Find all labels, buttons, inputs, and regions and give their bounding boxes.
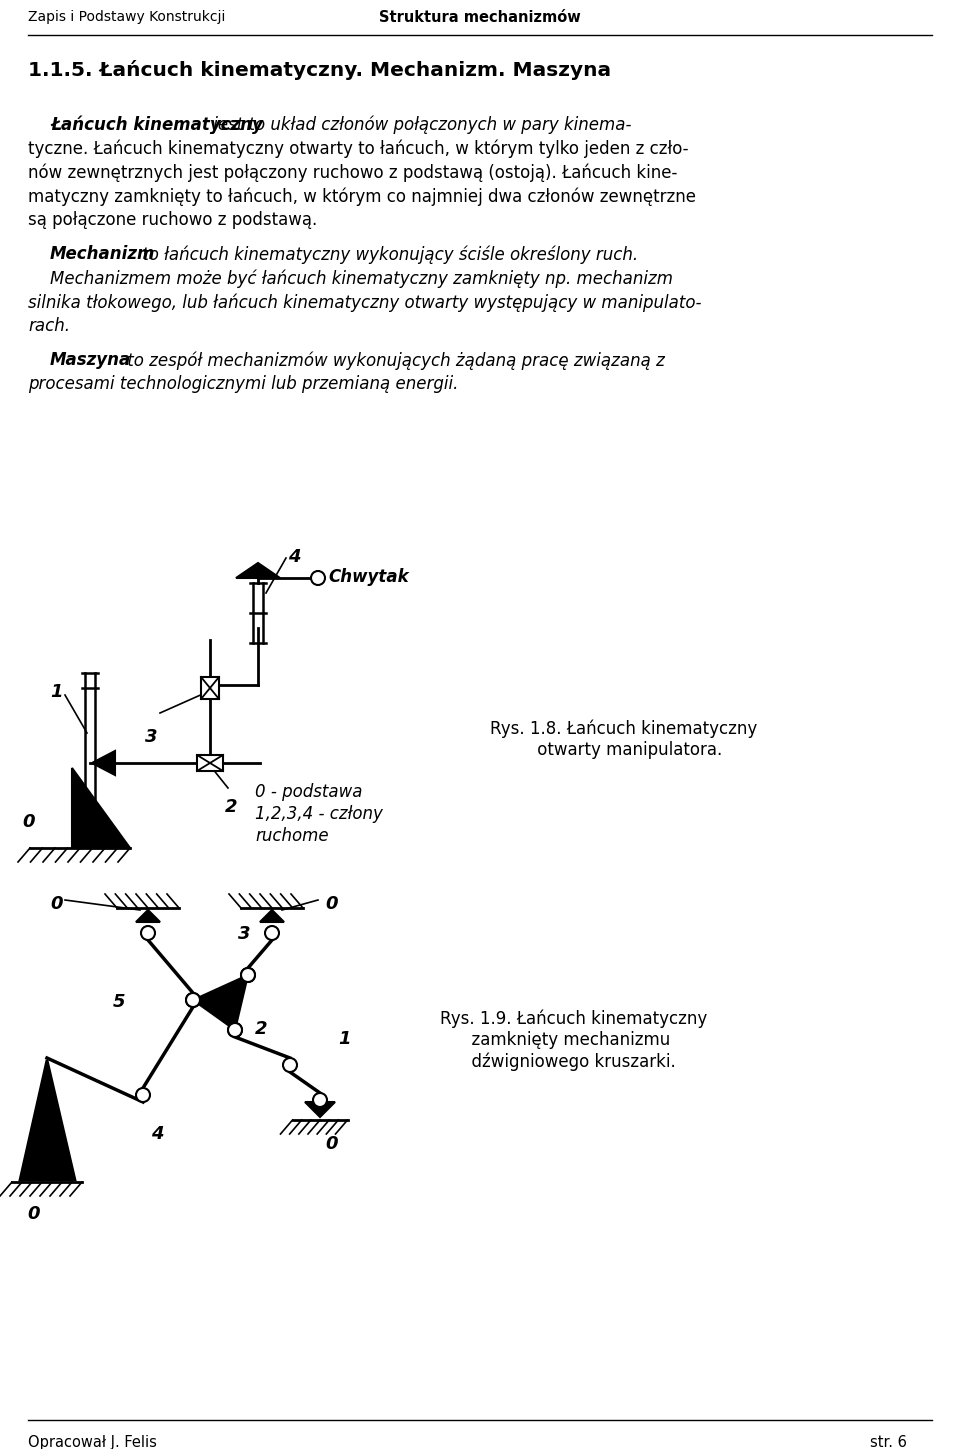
Bar: [201, 677, 219, 698]
Text: Struktura mechanizmów: Struktura mechanizmów: [379, 10, 581, 25]
Text: procesami technologicznymi lub przemianą energii.: procesami technologicznymi lub przemianą…: [28, 375, 458, 393]
Text: Zapis i Podstawy Konstrukcji: Zapis i Podstawy Konstrukcji: [28, 10, 226, 25]
Text: Opracował J. Felis: Opracował J. Felis: [28, 1435, 156, 1449]
Polygon shape: [236, 564, 280, 578]
Text: 2: 2: [255, 1020, 268, 1037]
Text: silnika tłokowego, lub łańcuch kinematyczny otwarty występujący w manipulato-: silnika tłokowego, lub łańcuch kinematyc…: [28, 293, 702, 312]
Text: jest to układ członów połączonych w pary kinema-: jest to układ członów połączonych w pary…: [208, 114, 632, 133]
Text: Rys. 1.9. Łańcuch kinematyczny
      zamknięty mechanizmu
      dźwigniowego kru: Rys. 1.9. Łańcuch kinematyczny zamknięty…: [440, 1010, 708, 1071]
Text: Chwytak: Chwytak: [328, 568, 409, 585]
Text: 0: 0: [27, 1206, 39, 1223]
Text: tyczne. Łańcuch kinematyczny otwarty to łańcuch, w którym tylko jeden z czło-: tyczne. Łańcuch kinematyczny otwarty to …: [28, 139, 688, 158]
Text: 1.1.5. Łańcuch kinematyczny. Mechanizm. Maszyna: 1.1.5. Łańcuch kinematyczny. Mechanizm. …: [28, 59, 612, 80]
Text: 0: 0: [22, 813, 35, 830]
Circle shape: [311, 571, 325, 585]
Polygon shape: [193, 975, 248, 1030]
Circle shape: [136, 1088, 150, 1103]
Text: Rys. 1.8. Łańcuch kinematyczny
         otwarty manipulatora.: Rys. 1.8. Łańcuch kinematyczny otwarty m…: [490, 720, 757, 759]
Text: 3: 3: [145, 727, 157, 746]
Text: 0: 0: [50, 895, 62, 913]
Text: to łańcuch kinematyczny wykonujący ściśle określony ruch.: to łańcuch kinematyczny wykonujący ściśl…: [137, 245, 638, 264]
Text: nów zewnętrznych jest połączony ruchowo z podstawą (ostoją). Łańcuch kine-: nów zewnętrznych jest połączony ruchowo …: [28, 162, 678, 181]
Circle shape: [241, 968, 255, 982]
Text: są połączone ruchowo z podstawą.: są połączone ruchowo z podstawą.: [28, 212, 317, 229]
Circle shape: [241, 968, 255, 982]
Circle shape: [186, 993, 200, 1007]
Text: str. 6: str. 6: [870, 1435, 907, 1449]
Polygon shape: [92, 751, 115, 775]
Circle shape: [265, 926, 279, 940]
Polygon shape: [72, 768, 130, 848]
Text: 1,2,3,4 - człony: 1,2,3,4 - człony: [255, 806, 383, 823]
Polygon shape: [20, 1061, 75, 1179]
Circle shape: [283, 1058, 297, 1072]
Text: 1: 1: [50, 682, 62, 701]
Circle shape: [313, 1093, 327, 1107]
Polygon shape: [136, 910, 160, 922]
Text: 0: 0: [325, 1135, 338, 1153]
Circle shape: [186, 993, 200, 1007]
Text: 2: 2: [225, 798, 237, 816]
Text: rach.: rach.: [28, 317, 70, 335]
Text: 0: 0: [325, 895, 338, 913]
Circle shape: [228, 1023, 242, 1037]
Bar: [197, 755, 223, 771]
Text: 4: 4: [288, 548, 300, 567]
Polygon shape: [305, 1103, 335, 1117]
Text: Łańcuch kinematyczny: Łańcuch kinematyczny: [50, 114, 263, 133]
Circle shape: [141, 926, 155, 940]
Text: 3: 3: [238, 924, 251, 943]
Text: 1: 1: [338, 1030, 350, 1048]
Text: 0 - podstawa: 0 - podstawa: [255, 782, 363, 801]
Circle shape: [228, 1023, 242, 1037]
Text: ruchome: ruchome: [255, 827, 328, 845]
Text: to zespół mechanizmów wykonujących żądaną pracę związaną z: to zespół mechanizmów wykonujących żądan…: [122, 351, 665, 369]
Text: Maszyna: Maszyna: [50, 351, 132, 369]
Text: 5: 5: [113, 993, 126, 1011]
Text: Mechanizm: Mechanizm: [50, 245, 156, 264]
Text: matyczny zamknięty to łańcuch, w którym co najmniej dwa członów zewnętrzne: matyczny zamknięty to łańcuch, w którym …: [28, 187, 696, 206]
Polygon shape: [260, 910, 284, 922]
Text: Mechanizmem może być łańcuch kinematyczny zamknięty np. mechanizm: Mechanizmem może być łańcuch kinematyczn…: [50, 270, 673, 287]
Text: 4: 4: [151, 1124, 163, 1143]
